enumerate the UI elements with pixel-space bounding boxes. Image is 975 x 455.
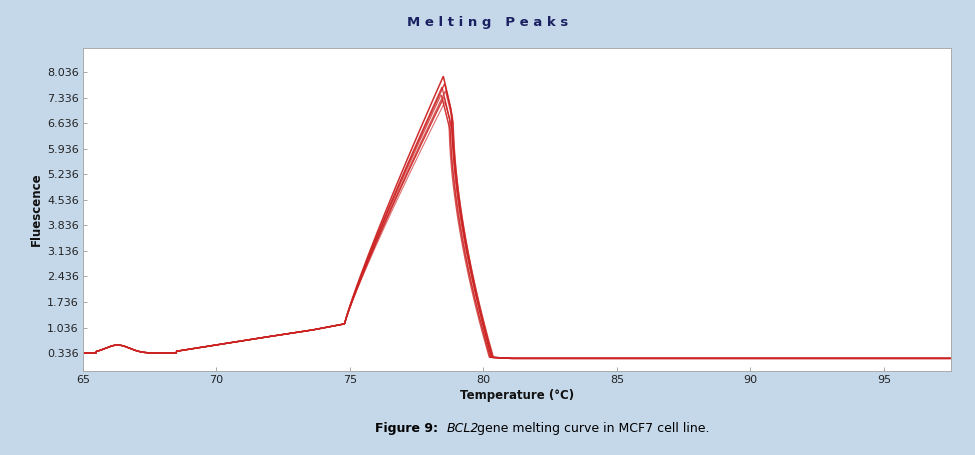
Text: Figure 9:: Figure 9: [375,421,439,435]
Text: gene melting curve in MCF7 cell line.: gene melting curve in MCF7 cell line. [473,421,710,435]
Y-axis label: Fluescence: Fluescence [29,172,43,246]
Text: BCL2: BCL2 [447,421,479,435]
X-axis label: Temperature (°C): Temperature (°C) [459,389,574,402]
Text: M e l t i n g   P e a k s: M e l t i n g P e a k s [407,16,568,29]
